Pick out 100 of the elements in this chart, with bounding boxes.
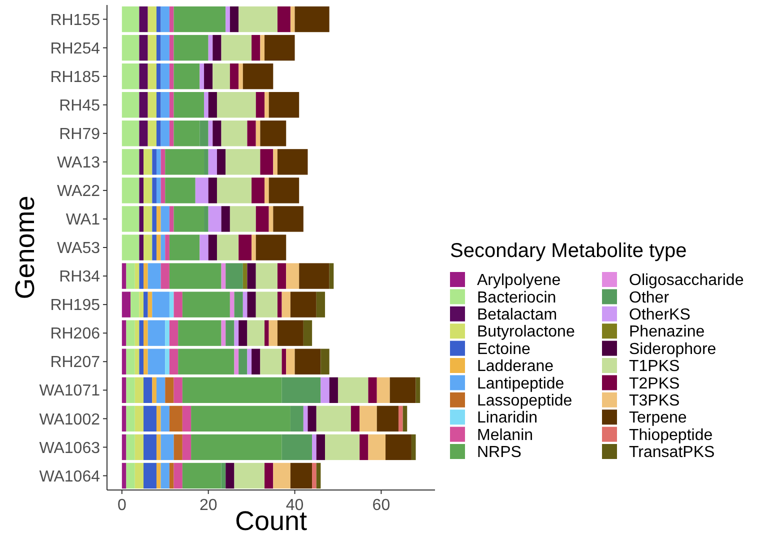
bar [169,234,200,260]
bar [152,149,156,175]
bar [286,263,300,289]
bar [316,434,326,460]
y-tick-label: RH185 [50,68,100,86]
bar [226,462,234,489]
bar [178,348,234,374]
bar [182,462,222,489]
bar [303,320,312,346]
bar [386,434,412,460]
bar [160,406,170,432]
bar [144,348,148,374]
y-tick-label: WA1071 [39,382,100,400]
y-tick-label: RH45 [59,97,100,114]
bar [165,149,204,175]
bar [160,206,170,232]
bar [144,149,152,175]
y-tick-label: RH254 [50,40,100,58]
bar [208,92,217,118]
bar [252,178,265,204]
bar [247,263,256,289]
bar [156,234,161,260]
bar [294,6,330,32]
bar [273,206,304,232]
bar [260,120,286,146]
bar [230,292,234,318]
x-tick-label: 60 [372,497,390,514]
bar [216,149,226,175]
bar [277,320,304,346]
y-axis-title: Genome [10,196,40,300]
bar [216,92,256,118]
bar [277,292,282,318]
bar [230,206,256,232]
bar [174,92,204,118]
legend-label: OtherKS [629,306,690,324]
bar [139,92,148,118]
bar [238,348,248,374]
bar [139,263,144,289]
bar [290,292,316,318]
legend-label: Ladderane [477,358,554,376]
bar [338,377,368,403]
bar [152,234,156,260]
legend-label: T2PKS [629,375,680,392]
bar [212,63,230,90]
bar [286,348,295,374]
bar [122,348,126,374]
legend-title: Secondary Metabolite type [450,240,687,262]
bar [160,149,166,175]
bar [316,462,321,489]
bar [144,320,148,346]
bar [230,6,239,32]
bar [169,406,182,432]
bar [402,406,408,432]
legend-label: Oligosaccharide [629,272,744,290]
bar [126,320,135,346]
bar [247,348,252,374]
bar [122,120,140,146]
bar [368,434,386,460]
bar [139,348,144,374]
bar [226,320,234,346]
bar [242,263,248,289]
bar [144,234,152,260]
bar [294,348,321,374]
bar [221,120,248,146]
bar [126,263,135,289]
bar [316,292,326,318]
bar [169,462,174,489]
bar [148,6,156,32]
bar [208,178,217,204]
bar [156,63,161,90]
bar [134,462,144,489]
bar [195,178,208,204]
bar [169,120,174,146]
bar [320,377,330,403]
bar [208,34,213,61]
bar [156,377,166,403]
legend-label: T1PKS [629,358,680,376]
bar [139,34,148,61]
bar [308,406,316,432]
bar [122,234,140,260]
bar [252,234,256,260]
bar [148,292,152,318]
bar [122,263,126,289]
bar [312,462,316,489]
bar [169,206,174,232]
bar [247,292,256,318]
y-tick-label: WA53 [57,240,100,258]
bar [216,234,239,260]
legend-label: T3PKS [629,392,680,410]
bar [264,462,274,489]
bar [139,120,148,146]
bar [200,63,204,90]
bar [350,406,360,432]
y-tick-label: RH79 [59,126,100,143]
legend-label: Bacteriocin [477,289,556,306]
bar [226,263,243,289]
bar [139,320,144,346]
bar [156,6,161,32]
bar [174,292,182,318]
bar [264,34,295,61]
